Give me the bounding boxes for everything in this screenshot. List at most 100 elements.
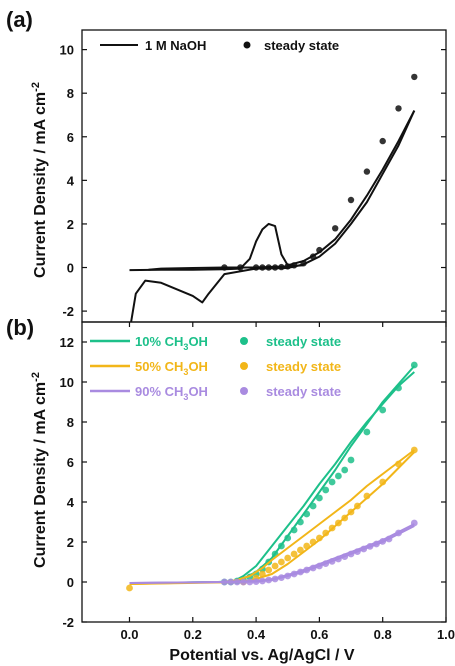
series-line (129, 110, 416, 272)
y-tick-label: 6 (67, 130, 74, 145)
series-group-b (126, 361, 418, 592)
data-point (303, 566, 311, 574)
legend-label-steady-a: steady state (264, 38, 339, 53)
data-point (278, 542, 285, 550)
data-point (303, 510, 311, 518)
y-tick-label: 8 (67, 86, 74, 101)
data-point (395, 529, 402, 537)
data-point (316, 562, 323, 570)
data-point (221, 578, 228, 586)
data-point (341, 514, 349, 522)
x-tick-label: 0.6 (310, 627, 328, 642)
data-point (284, 534, 292, 542)
data-point (297, 546, 304, 554)
y-tick-label: -2 (62, 615, 74, 630)
data-point (246, 578, 254, 586)
y-tick-label: 2 (67, 217, 74, 232)
data-point (278, 263, 285, 271)
series-line (129, 451, 416, 585)
data-point (328, 524, 336, 532)
legend-marker-steady-50 (240, 362, 248, 370)
data-point (126, 584, 133, 592)
data-point (316, 534, 323, 542)
panel-b: -2 0 2 4 6 8 10 12 0.0 0.2 0.4 0.6 0.8 1.0 10% CH3OH… (60, 321, 455, 642)
data-point (335, 472, 342, 480)
data-point (278, 558, 285, 566)
data-point (290, 550, 298, 558)
y-tick-label: 12 (60, 335, 74, 350)
data-point (290, 262, 298, 269)
data-point (259, 570, 266, 578)
data-point (322, 529, 330, 537)
y-axis-title-a: Current Density / mA cm-2 (30, 82, 49, 278)
data-point (379, 137, 386, 145)
panel-a: -2 0 2 4 6 8 10 1 M NaOH steady state (60, 29, 447, 323)
data-point (322, 560, 330, 567)
data-point (360, 545, 368, 553)
data-point (347, 196, 355, 204)
series-line (129, 371, 415, 585)
legend-label-50: 50% CH3OH (135, 359, 208, 377)
y-axis-title-b: Current Density / mA cm-2 (30, 372, 49, 568)
x-tick-label: 1.0 (437, 627, 455, 642)
panel-label-a: (a) (6, 7, 33, 32)
data-point (411, 73, 418, 81)
data-point (354, 548, 361, 555)
data-point (297, 518, 304, 526)
y-tick-label: -2 (62, 304, 74, 319)
legend-label-steady-50: steady state (266, 359, 341, 374)
legend-marker-steady-10 (240, 337, 248, 345)
panel-label-b: (b) (6, 315, 34, 340)
x-tick-label: 0.0 (120, 627, 138, 642)
data-point (385, 535, 393, 543)
x-tick-label: 0.2 (184, 627, 202, 642)
data-point (290, 526, 298, 534)
data-point (259, 577, 266, 585)
data-point (237, 264, 244, 271)
data-point (341, 553, 349, 560)
data-point (278, 574, 285, 581)
y-ticks-b: -2 0 2 4 6 8 10 12 (60, 335, 446, 630)
data-point (252, 264, 260, 271)
data-point (309, 502, 317, 510)
data-point (328, 558, 336, 565)
data-point (265, 566, 273, 574)
x-tick-label: 0.4 (247, 627, 266, 642)
legend-marker-steady-a (243, 41, 251, 49)
legend-label-steady-10: steady state (266, 334, 341, 349)
y-tick-label: 0 (67, 261, 74, 276)
data-point (227, 578, 235, 586)
data-point (347, 456, 355, 464)
y-tick-label: 4 (67, 173, 75, 188)
y-tick-label: 8 (67, 415, 74, 430)
data-point (284, 554, 292, 562)
y-tick-label: 2 (67, 535, 74, 550)
data-point (410, 446, 418, 454)
data-point (395, 384, 402, 392)
legend-a: 1 M NaOH steady state (100, 38, 339, 53)
series-line (130, 110, 416, 323)
legend-b: 10% CH3OH steady state 50% CH3OH steady … (90, 334, 341, 402)
plot-frame-a (81, 29, 447, 323)
legend-label-10: 10% CH3OH (135, 334, 208, 352)
data-point (309, 538, 317, 546)
data-point (259, 264, 266, 271)
plot-frame-b (81, 321, 447, 623)
data-point (300, 260, 307, 267)
data-point (252, 578, 260, 585)
legend-marker-steady-90 (240, 387, 248, 395)
data-point (284, 263, 291, 270)
data-point (341, 466, 349, 474)
x-ticks-b: 0.0 0.2 0.4 0.6 0.8 1.0 (120, 322, 455, 642)
y-tick-label: 10 (60, 375, 74, 390)
data-point (316, 246, 323, 254)
data-point (322, 486, 330, 494)
data-point (395, 105, 402, 112)
data-point (354, 502, 361, 510)
data-point (271, 264, 279, 271)
data-point (379, 406, 387, 414)
data-point (379, 478, 387, 486)
x-tick-label: 0.8 (374, 627, 392, 642)
data-point (379, 538, 387, 545)
